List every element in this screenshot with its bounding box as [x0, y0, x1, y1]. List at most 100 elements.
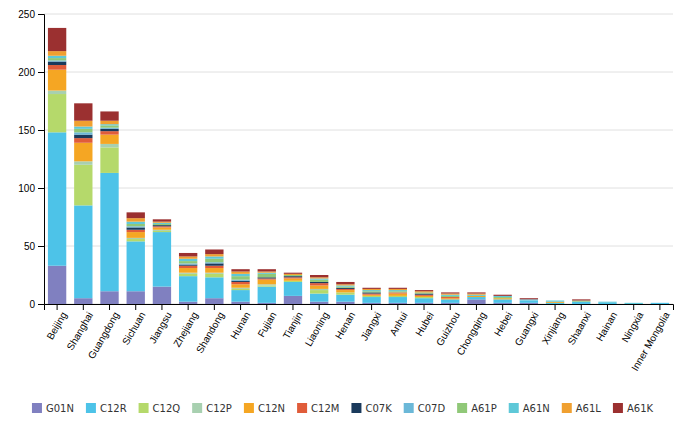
y-axis: 050100150200250 — [18, 9, 44, 310]
bar-segment — [441, 297, 459, 298]
bar-segment — [205, 259, 223, 262]
bar-segment — [179, 266, 197, 268]
tick-mark — [528, 304, 529, 310]
bar-segment — [598, 302, 616, 303]
tick-label: Zhejiang — [171, 310, 200, 349]
tick: 200 — [18, 67, 44, 78]
bar-segment — [231, 272, 249, 274]
bar-segment — [127, 218, 145, 221]
bar-segment — [546, 304, 564, 305]
legend-label: C07K — [365, 403, 392, 414]
bar-segment — [127, 232, 145, 238]
bar-segment — [127, 241, 145, 291]
bar-segment — [231, 276, 249, 279]
tick-mark — [319, 304, 320, 310]
tick: Henan — [333, 304, 357, 341]
bar-segment — [231, 289, 249, 290]
tick: Liaoning — [303, 304, 331, 348]
bar-segment — [546, 301, 564, 302]
tick-mark — [397, 304, 398, 310]
series — [48, 132, 669, 304]
bar-segment — [493, 303, 511, 304]
legend-item: A61K — [613, 403, 654, 414]
tick: Hainan — [594, 304, 619, 343]
bar-segment — [336, 287, 354, 288]
bar-segment — [441, 294, 459, 295]
bar-segment — [389, 292, 407, 293]
bar-segment — [493, 295, 511, 296]
bar-segment — [100, 173, 118, 291]
bar-segment — [598, 302, 616, 303]
bar-segment — [179, 274, 197, 276]
bar-segment — [572, 302, 590, 304]
tick-label: 150 — [18, 125, 35, 136]
bars — [48, 28, 669, 304]
bar-segment — [651, 302, 669, 303]
bar-segment — [231, 302, 249, 304]
tick-label: Shaanxi — [566, 310, 594, 347]
bar-segment — [467, 292, 485, 293]
tick-label: Xinjiang — [540, 310, 567, 346]
bar-segment — [598, 302, 616, 303]
tick-mark — [502, 304, 503, 310]
tick: Guangdong — [86, 304, 122, 361]
bar-segment — [467, 295, 485, 296]
legend-swatch — [86, 403, 96, 413]
bar-segment — [651, 302, 669, 303]
tick-mark — [371, 304, 372, 310]
bar-segment — [127, 238, 145, 239]
bar-segment — [74, 127, 92, 129]
bar-segment — [572, 300, 590, 301]
tick-mark — [424, 304, 425, 310]
bar-segment — [493, 298, 511, 299]
bar-segment — [48, 94, 66, 132]
bar-segment — [179, 273, 197, 274]
bar-segment — [48, 65, 66, 70]
bar-segment — [651, 302, 669, 303]
bar-segment — [179, 302, 197, 304]
tick-label: 200 — [18, 67, 35, 78]
bar-segment — [520, 300, 538, 301]
bar-segment — [48, 60, 66, 61]
legend-item: A61P — [457, 403, 497, 414]
tick-mark — [38, 304, 44, 305]
tick-label: Jiangsu — [147, 310, 174, 345]
tick-mark — [266, 304, 267, 310]
bar-segment — [546, 302, 564, 303]
bar-segment — [153, 225, 171, 226]
legend-swatch — [562, 403, 572, 413]
bar-segment — [284, 282, 302, 296]
tick: 0 — [29, 299, 44, 310]
bar-segment — [625, 304, 643, 305]
bar-segment — [48, 91, 66, 94]
tick-mark — [57, 304, 58, 310]
legend-swatch — [139, 403, 149, 413]
bar-segment — [310, 283, 328, 285]
bar-segment — [74, 161, 92, 164]
bar-segment — [153, 230, 171, 231]
bar-segment — [205, 277, 223, 298]
bar-segment — [179, 253, 197, 256]
bar-segment — [258, 272, 276, 273]
bar-segment — [441, 297, 459, 298]
legend-swatch — [32, 403, 42, 413]
legend: G01NC12RC12QC12PC12NC12MC07KC07DA61PA61N… — [32, 403, 654, 414]
bar-segment — [362, 297, 380, 303]
bar-segment — [441, 299, 459, 300]
bar-segment — [493, 299, 511, 300]
bar-segment — [310, 290, 328, 293]
bar-segment — [625, 304, 643, 305]
bar-segment — [493, 298, 511, 299]
tick-mark — [188, 304, 189, 310]
bar-segment — [625, 302, 643, 303]
bar-segment — [179, 276, 197, 302]
bar-segment — [572, 301, 590, 302]
tick-mark — [83, 304, 84, 310]
bar-segment — [546, 301, 564, 302]
axis-line — [45, 305, 674, 311]
bar-segment — [520, 303, 538, 304]
bar-segment — [493, 299, 511, 300]
bar-segment — [284, 275, 302, 276]
tick: Beijing — [44, 304, 69, 341]
legend-swatch — [297, 403, 307, 413]
